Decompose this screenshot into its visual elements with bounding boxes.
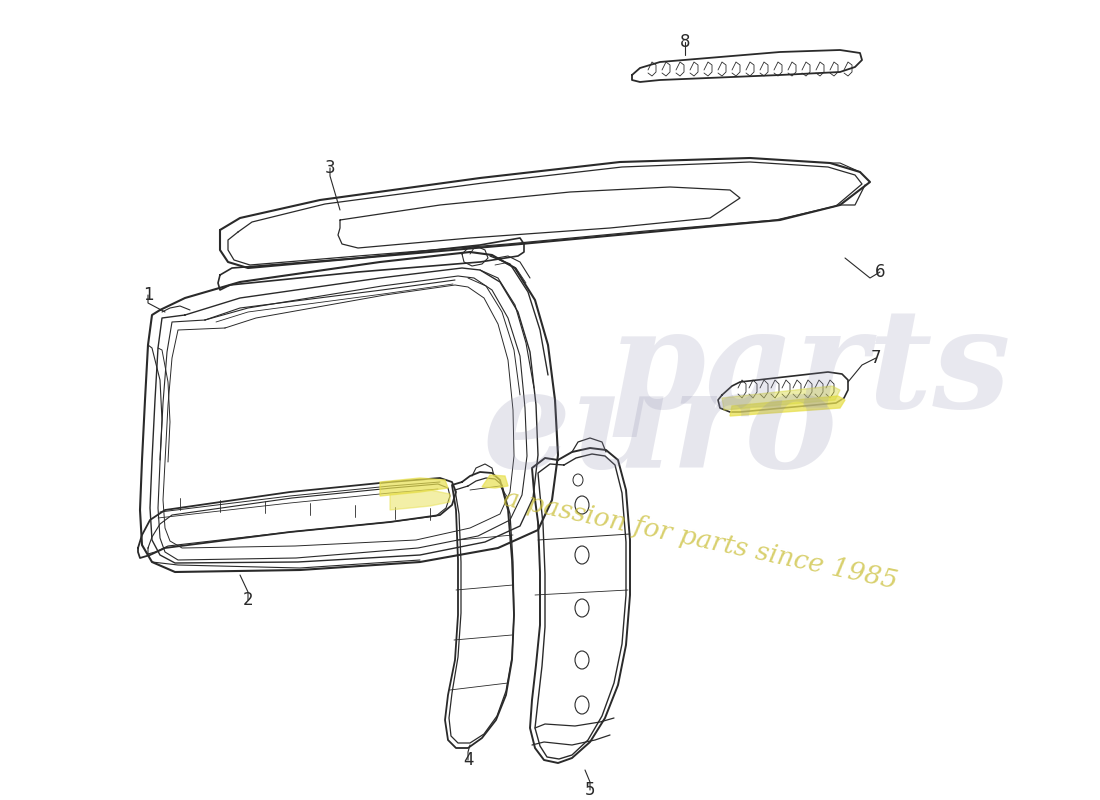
Text: a passion for parts since 1985: a passion for parts since 1985: [500, 486, 900, 594]
Text: 1: 1: [143, 286, 153, 304]
Text: 6: 6: [874, 263, 886, 281]
Polygon shape: [390, 490, 450, 510]
Text: 5: 5: [585, 781, 595, 799]
Text: euro: euro: [483, 363, 837, 497]
Text: 4: 4: [463, 751, 473, 769]
Polygon shape: [379, 478, 448, 496]
Polygon shape: [730, 396, 845, 416]
Text: 7: 7: [871, 349, 881, 367]
Text: parts: parts: [608, 303, 1011, 437]
Text: 3: 3: [324, 159, 336, 177]
Polygon shape: [482, 475, 508, 488]
Text: 8: 8: [680, 33, 691, 51]
Text: 2: 2: [243, 591, 253, 609]
Polygon shape: [722, 386, 840, 410]
